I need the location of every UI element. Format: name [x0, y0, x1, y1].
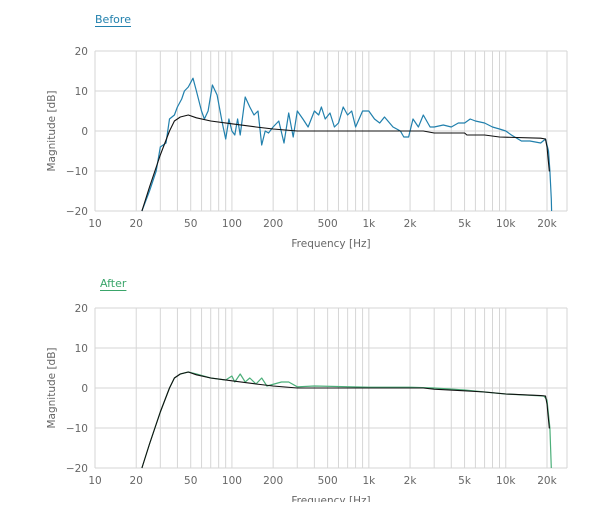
- x-tick-label: 10k: [496, 218, 516, 230]
- x-tick-label: 5k: [458, 475, 472, 487]
- y-tick-label: −20: [66, 463, 88, 475]
- y-tick-label: 0: [81, 383, 88, 395]
- measured-response-line: [141, 77, 553, 212]
- y-tick-label: 20: [75, 46, 88, 58]
- y-axis-label: Magnitude [dB]: [46, 90, 58, 171]
- x-tick-label: 10k: [496, 475, 516, 487]
- x-tick-label: 50: [184, 475, 197, 487]
- x-tick-label: 20k: [537, 475, 557, 487]
- x-tick-label: 1k: [362, 218, 376, 230]
- x-tick-label: 5k: [458, 218, 472, 230]
- measured-response-line: [141, 371, 552, 469]
- after-title[interactable]: After: [100, 277, 127, 290]
- before-panel: Before 20 10 0 −10 −20 10 20 50 100 200 500 1k 2k 5k 1…: [0, 0, 600, 260]
- x-axis-label: Frequency [Hz]: [291, 495, 370, 502]
- target-response-line: [141, 371, 550, 469]
- y-tick-label: −20: [66, 206, 88, 218]
- y-tick-label: 10: [75, 343, 88, 355]
- x-tick-label: 1k: [362, 475, 376, 487]
- x-tick-label: 500: [318, 218, 338, 230]
- x-tick-label: 10: [88, 218, 101, 230]
- before-title[interactable]: Before: [95, 13, 131, 26]
- x-tick-label: 500: [318, 475, 338, 487]
- x-tick-label: 20: [130, 475, 143, 487]
- y-axis-label: Magnitude [dB]: [46, 347, 58, 428]
- x-tick-label: 20: [130, 218, 143, 230]
- x-tick-label: 10: [88, 475, 101, 487]
- target-response-line: [141, 114, 550, 212]
- x-tick-label: 2k: [404, 475, 418, 487]
- y-tick-label: −10: [66, 166, 88, 178]
- x-tick-label: 2k: [404, 218, 418, 230]
- x-axis-label: Frequency [Hz]: [291, 238, 370, 250]
- after-panel: After 20 10 0 −10 −20 10 20 50 100 200 500 1k 2k 5k 10…: [0, 270, 600, 502]
- x-tick-label: 200: [263, 218, 283, 230]
- x-tick-label: 20k: [537, 218, 557, 230]
- x-tick-label: 100: [222, 218, 242, 230]
- y-tick-label: 0: [81, 126, 88, 138]
- x-tick-label: 100: [222, 475, 242, 487]
- y-tick-label: 20: [75, 303, 88, 315]
- y-tick-label: −10: [66, 423, 88, 435]
- x-tick-label: 50: [184, 218, 197, 230]
- x-tick-label: 200: [263, 475, 283, 487]
- y-tick-label: 10: [75, 86, 88, 98]
